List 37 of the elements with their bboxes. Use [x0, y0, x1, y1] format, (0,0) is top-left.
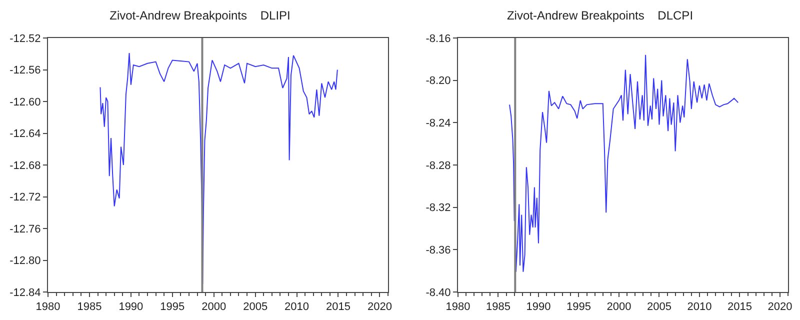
x-tick-label: 2005 — [646, 301, 672, 314]
y-tick-label: -12.64 — [10, 128, 41, 140]
x-tick-label: 2000 — [202, 301, 226, 314]
chart-title: Zivot-Andrew Breakpoints DLIPI — [110, 8, 290, 23]
x-tick-label: 2005 — [243, 301, 268, 314]
x-tick-label: 1985 — [77, 301, 102, 314]
y-tick-label: -12.84 — [10, 286, 41, 299]
y-tick-label: -12.52 — [10, 32, 41, 45]
y-tick-label: -8.16 — [426, 32, 451, 45]
y-tick-label: -12.76 — [10, 223, 41, 236]
x-tick-label: 2000 — [606, 301, 632, 314]
y-tick-label: -8.36 — [426, 244, 451, 257]
y-tick-label: -8.32 — [426, 202, 451, 214]
x-tick-label: 1990 — [118, 301, 144, 314]
y-tick-label: -12.80 — [10, 255, 41, 268]
x-tick-label: 1990 — [526, 301, 551, 314]
y-tick-label: -8.24 — [426, 118, 451, 130]
chart-title: Zivot-Andrew Breakpoints DLCPI — [506, 8, 694, 23]
x-tick-label: 1995 — [160, 301, 185, 314]
y-tick-label: -8.20 — [426, 75, 451, 88]
x-tick-label: 2010 — [687, 301, 712, 314]
x-tick-label: 1985 — [486, 301, 510, 314]
x-tick-label: 2020 — [768, 301, 792, 314]
x-tick-label: 1980 — [36, 301, 60, 314]
x-tick-label: 2015 — [727, 301, 752, 314]
x-tick-label: 2020 — [367, 301, 392, 314]
x-tick-label: 1995 — [566, 301, 591, 314]
y-tick-label: -8.28 — [426, 160, 451, 172]
x-tick-label: 2010 — [284, 301, 310, 314]
x-tick-label: 2015 — [326, 301, 350, 314]
x-tick-label: 1980 — [446, 301, 470, 314]
y-tick-label: -12.72 — [10, 192, 41, 204]
y-tick-label: -12.68 — [10, 160, 41, 172]
line-series — [509, 54, 739, 272]
y-tick-label: -8.40 — [426, 286, 451, 299]
y-tick-label: -12.60 — [10, 96, 41, 108]
y-tick-label: -12.56 — [10, 64, 41, 77]
